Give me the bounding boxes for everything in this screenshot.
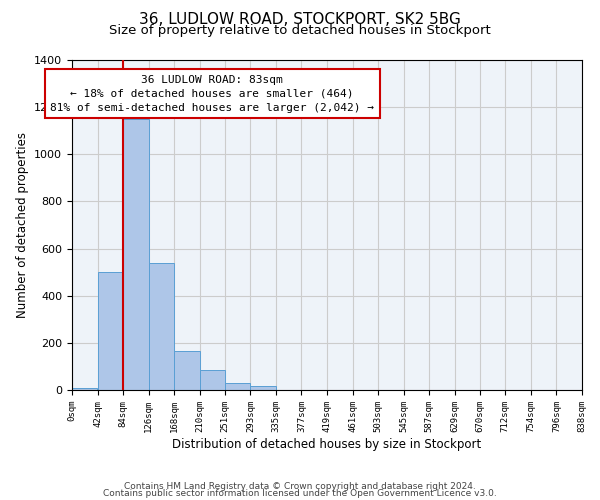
Bar <box>98 272 123 390</box>
Bar <box>72 388 97 390</box>
Text: Contains public sector information licensed under the Open Government Licence v3: Contains public sector information licen… <box>103 490 497 498</box>
Bar <box>250 386 276 390</box>
Text: 36, LUDLOW ROAD, STOCKPORT, SK2 5BG: 36, LUDLOW ROAD, STOCKPORT, SK2 5BG <box>139 12 461 28</box>
Text: Size of property relative to detached houses in Stockport: Size of property relative to detached ho… <box>109 24 491 37</box>
Text: Contains HM Land Registry data © Crown copyright and database right 2024.: Contains HM Land Registry data © Crown c… <box>124 482 476 491</box>
Bar <box>175 351 200 390</box>
Bar <box>200 370 224 390</box>
Y-axis label: Number of detached properties: Number of detached properties <box>16 132 29 318</box>
Text: 36 LUDLOW ROAD: 83sqm
← 18% of detached houses are smaller (464)
81% of semi-det: 36 LUDLOW ROAD: 83sqm ← 18% of detached … <box>50 75 374 113</box>
Bar <box>149 262 174 390</box>
X-axis label: Distribution of detached houses by size in Stockport: Distribution of detached houses by size … <box>172 438 482 450</box>
Bar <box>225 384 250 390</box>
Bar <box>123 119 149 390</box>
